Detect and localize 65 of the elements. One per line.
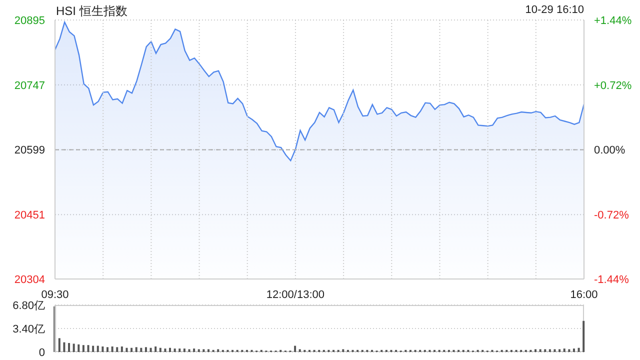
bar xyxy=(111,346,114,352)
bar xyxy=(140,348,142,352)
y2-tick-label: 0.00% xyxy=(594,144,626,156)
bar xyxy=(183,348,186,352)
bar xyxy=(188,349,190,352)
bar xyxy=(164,348,166,352)
bar xyxy=(144,347,147,352)
bar xyxy=(217,349,220,352)
bar xyxy=(78,344,80,352)
bar xyxy=(126,348,128,352)
bar xyxy=(198,349,200,352)
bar xyxy=(578,348,580,352)
bar xyxy=(193,348,196,352)
bar xyxy=(72,344,75,352)
y2-tick-label: +0.72% xyxy=(594,80,632,92)
bar xyxy=(154,346,157,352)
bar xyxy=(558,349,561,352)
y-tick-label: 20304 xyxy=(14,274,45,286)
bar xyxy=(544,349,546,352)
bar xyxy=(554,349,556,352)
bar xyxy=(106,347,108,352)
y-tick-label: 3.40亿 xyxy=(12,324,45,336)
bar xyxy=(202,349,205,352)
bar xyxy=(58,338,60,352)
y2-tick-label: -0.72% xyxy=(594,209,630,222)
bar xyxy=(582,320,585,352)
bar xyxy=(178,348,181,352)
bar xyxy=(548,349,551,352)
bar xyxy=(298,349,301,352)
bar xyxy=(563,348,566,352)
y-tick-label: 6.80亿 xyxy=(12,300,45,312)
bar xyxy=(92,346,94,352)
text: 10-29 16:10 xyxy=(525,4,584,16)
bar xyxy=(135,347,138,352)
bar xyxy=(342,349,344,352)
bar xyxy=(534,349,537,352)
y-tick-label: 20747 xyxy=(14,80,45,92)
bar xyxy=(116,347,118,352)
y-tick-label: 20451 xyxy=(14,210,45,222)
bar xyxy=(63,342,66,352)
y-tick-label: 20599 xyxy=(14,144,45,157)
bar xyxy=(120,346,123,352)
bar xyxy=(207,349,210,352)
bar xyxy=(96,346,99,352)
bar xyxy=(169,348,172,352)
bar xyxy=(572,348,575,352)
bar xyxy=(130,348,133,352)
bar xyxy=(82,345,84,352)
y-tick-label: 20895 xyxy=(14,15,45,27)
bar xyxy=(150,348,152,352)
bar xyxy=(294,346,296,352)
y2-tick-label: +1.44% xyxy=(594,15,632,27)
bar xyxy=(102,346,104,352)
bar xyxy=(568,349,570,352)
x-tick-label: 12:00/13:00 xyxy=(266,289,325,301)
bar xyxy=(87,345,90,352)
bar xyxy=(174,348,176,352)
y-tick-label: 0 xyxy=(38,347,45,359)
bar xyxy=(68,343,70,352)
y2-tick-label: -1.44% xyxy=(594,274,630,286)
x-tick-label: 09:30 xyxy=(41,289,69,301)
bar xyxy=(539,349,542,352)
chart-title: HSI 恒生指数 xyxy=(56,3,128,20)
bar xyxy=(159,348,162,352)
x-tick-label: 16:00 xyxy=(570,289,598,301)
